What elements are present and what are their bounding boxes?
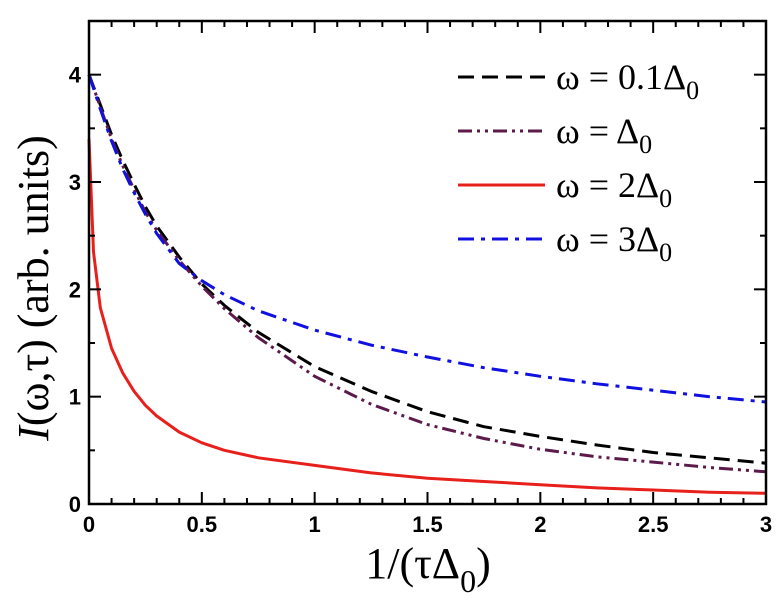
y-axis-title-italic: I [9,424,58,442]
series-line-1 [87,74,767,474]
y-tick-label: 4 [69,63,82,88]
legend-label-sub: 0 [659,184,672,213]
series-line-0 [87,74,767,465]
x-tick-label: 2.5 [638,512,669,537]
y-axis-title: I(ω,τ) (arb. units) [9,135,58,442]
series-layer [87,74,767,495]
plot-frame [87,19,768,506]
legend-label-main: ω = 0.1Δ [556,57,686,97]
x-axis-title-sub: 0 [460,563,476,599]
x-tick-label: 3 [760,512,772,537]
legend-label-sub: 0 [686,76,699,105]
x-axis-title: 1/(τΔ0) [365,539,491,599]
y-tick-label: 1 [69,385,81,410]
y-tick-label: 3 [69,170,81,195]
x-tick-label: 0.5 [187,512,218,537]
legend-label-0: ω = 0.1Δ0 [556,57,699,105]
series-line-3 [87,74,767,404]
legend-label-sub: 0 [659,238,672,267]
legend-label-main: ω = 2Δ [556,165,659,205]
legend-label-3: ω = 3Δ0 [556,219,672,267]
series-line-2 [87,139,767,495]
legend-label-sub: 0 [639,130,652,159]
legend-label-main: ω = Δ [556,111,639,151]
y-tick-label: 0 [69,492,81,517]
x-tick-label: 0 [83,512,95,537]
x-tick-label: 2 [534,512,546,537]
y-tick-label: 2 [69,277,81,302]
legend-label-2: ω = 2Δ0 [556,165,672,213]
x-tick-label: 1.5 [412,512,443,537]
y-axis-title-rest: (ω,τ) (arb. units) [9,135,58,426]
x-axis-title-main: 1/(τΔ [365,539,460,588]
legend-label-1: ω = Δ0 [556,111,652,159]
x-axis-title-close: ) [476,539,491,588]
x-tick-label: 1 [309,512,321,537]
legend-label-main: ω = 3Δ [556,219,659,259]
